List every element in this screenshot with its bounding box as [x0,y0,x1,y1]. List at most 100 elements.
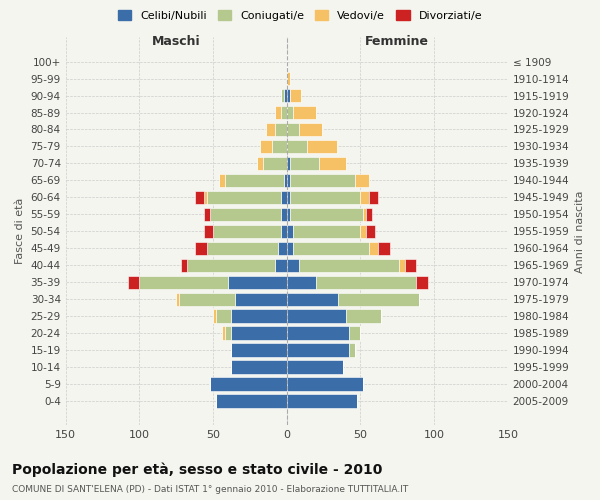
Bar [128,276,139,289]
Bar [316,276,416,289]
Bar [416,276,428,289]
Bar [219,174,225,187]
Bar [181,258,187,272]
Bar [139,276,228,289]
Bar [284,174,287,187]
Bar [210,378,287,390]
Bar [287,123,299,136]
Bar [287,89,290,102]
Bar [369,242,378,255]
Bar [207,190,281,204]
Bar [307,140,337,153]
Bar [225,326,231,340]
Y-axis label: Anni di nascita: Anni di nascita [575,190,585,272]
Bar [355,174,369,187]
Bar [361,190,369,204]
Bar [196,242,207,255]
Bar [287,242,293,255]
Bar [210,208,281,221]
Bar [290,208,364,221]
Bar [278,242,287,255]
Bar [349,344,355,356]
Bar [287,394,358,407]
Bar [235,292,287,306]
Bar [404,258,416,272]
Bar [299,258,399,272]
Bar [281,106,287,119]
Bar [367,224,375,238]
Bar [338,292,419,306]
Bar [260,140,272,153]
Bar [287,360,343,374]
Bar [287,378,364,390]
Text: COMUNE DI SANT'ELENA (PD) - Dati ISTAT 1° gennaio 2010 - Elaborazione TUTTITALIA: COMUNE DI SANT'ELENA (PD) - Dati ISTAT 1… [12,485,408,494]
Bar [213,224,281,238]
Bar [287,208,290,221]
Bar [281,190,287,204]
Bar [225,174,284,187]
Bar [293,242,369,255]
Bar [216,310,231,322]
Bar [287,174,290,187]
Bar [287,276,316,289]
Bar [290,157,319,170]
Bar [231,344,287,356]
Bar [222,326,225,340]
Bar [290,89,301,102]
Bar [287,157,290,170]
Bar [272,140,287,153]
Bar [364,208,367,221]
Bar [179,292,235,306]
Bar [176,292,179,306]
Bar [204,190,207,204]
Bar [231,360,287,374]
Text: Popolazione per età, sesso e stato civile - 2010: Popolazione per età, sesso e stato civil… [12,462,382,477]
Bar [213,310,216,322]
Bar [287,292,338,306]
Bar [281,208,287,221]
Bar [287,310,346,322]
Bar [287,72,290,85]
Bar [281,224,287,238]
Bar [275,123,287,136]
Bar [263,157,287,170]
Bar [204,208,210,221]
Bar [378,242,390,255]
Bar [231,310,287,322]
Bar [361,224,367,238]
Bar [287,190,290,204]
Bar [349,326,361,340]
Bar [207,242,278,255]
Bar [196,190,204,204]
Bar [290,174,355,187]
Y-axis label: Fasce di età: Fasce di età [15,198,25,264]
Bar [346,310,381,322]
Bar [257,157,263,170]
Bar [293,106,316,119]
Bar [275,106,281,119]
Bar [281,89,284,102]
Bar [367,208,372,221]
Bar [204,224,213,238]
Bar [290,190,361,204]
Bar [284,89,287,102]
Bar [231,326,287,340]
Bar [266,123,275,136]
Bar [319,157,346,170]
Bar [299,123,322,136]
Bar [287,258,299,272]
Bar [187,258,275,272]
Bar [287,140,307,153]
Legend: Celibi/Nubili, Coniugati/e, Vedovi/e, Divorziati/e: Celibi/Nubili, Coniugati/e, Vedovi/e, Di… [113,6,487,25]
Bar [287,106,293,119]
Bar [287,326,349,340]
Bar [287,344,349,356]
Bar [369,190,378,204]
Bar [287,224,293,238]
Text: Maschi: Maschi [152,35,200,48]
Text: Femmine: Femmine [365,35,429,48]
Bar [293,224,361,238]
Bar [228,276,287,289]
Bar [399,258,404,272]
Bar [275,258,287,272]
